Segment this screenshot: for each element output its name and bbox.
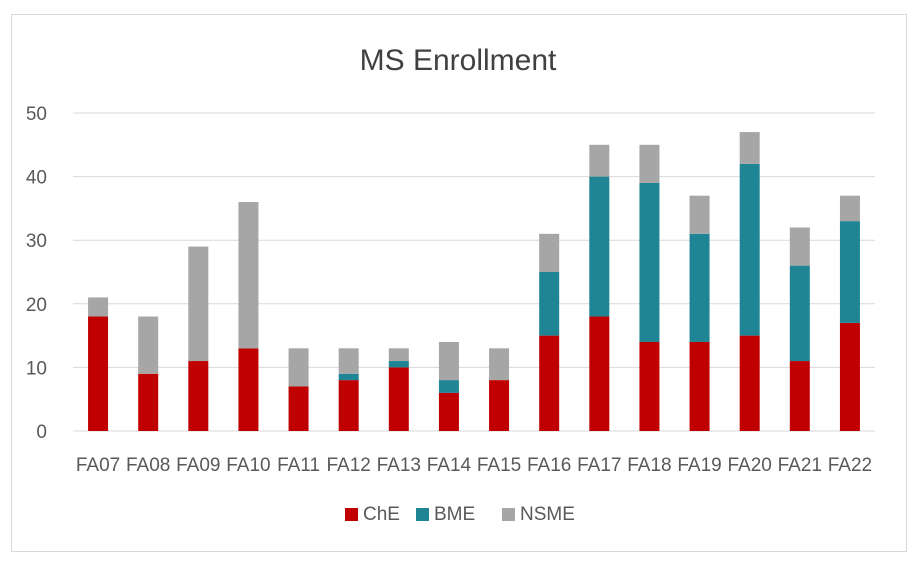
x-tick-label: FA07 [76,455,120,476]
x-tick-label: FA10 [226,455,270,476]
legend-swatch-che [345,508,358,521]
bar-che-fa21 [789,361,810,431]
legend-swatch-nsme [502,508,515,521]
bar-nsme-fa14 [438,341,459,381]
bar-che-fa17 [589,316,610,431]
bar-che-fa16 [539,335,560,431]
x-axis: FA07 FA08 FA09 FA10 FA11 FA12 FA13 FA14 FA15 FA16… [76,455,872,476]
legend: ChE BME NSME [345,504,575,525]
bar-bme-fa20 [739,163,760,336]
x-tick-label: FA17 [577,455,621,476]
x-tick-label: FA12 [327,455,371,476]
y-tick-label: 40 [26,168,47,189]
legend-label-bme: BME [434,504,475,525]
x-tick-label: FA20 [728,455,772,476]
bar-nsme-fa15 [489,348,510,381]
bar-che-fa12 [338,380,359,431]
x-tick-label: FA15 [477,455,521,476]
bar-che-fa09 [188,361,209,431]
x-tick-label: FA16 [527,455,571,476]
bar-che-fa14 [438,392,459,431]
y-tick-label: 30 [26,231,47,252]
bars [88,132,860,431]
x-tick-label: FA08 [126,455,170,476]
bar-che-fa22 [839,322,860,431]
x-tick-label: FA11 [277,455,320,476]
bar-che-fa13 [388,367,409,431]
legend-label-nsme: NSME [520,504,575,525]
x-tick-label: FA19 [677,455,721,476]
bar-nsme-fa12 [338,348,359,374]
bar-bme-fa21 [789,265,810,362]
bar-nsme-fa21 [789,227,810,266]
y-axis: 0 10 20 30 40 50 [26,104,47,443]
bar-bme-fa18 [639,182,660,342]
legend-swatch-bme [416,508,429,521]
x-tick-label: FA22 [828,455,872,476]
bar-bme-fa16 [539,272,560,336]
y-tick-label: 20 [26,295,47,316]
bar-che-fa10 [238,348,259,431]
bar-che-fa11 [288,386,309,431]
bar-nsme-fa19 [689,195,710,234]
bar-che-fa19 [689,341,710,431]
legend-label-che: ChE [363,504,400,525]
bar-nsme-fa07 [88,297,109,317]
bar-che-fa07 [88,316,109,431]
bar-nsme-fa11 [288,348,309,387]
bar-nsme-fa13 [388,348,409,362]
x-tick-label: FA09 [176,455,220,476]
x-tick-label: FA13 [377,455,421,476]
bar-nsme-fa10 [238,202,259,349]
bar-bme-fa19 [689,233,710,342]
bar-bme-fa12 [338,373,359,381]
y-tick-label: 0 [36,422,47,443]
bar-nsme-fa18 [639,144,660,183]
bar-nsme-fa16 [539,233,560,272]
bar-nsme-fa22 [839,195,860,222]
bar-nsme-fa20 [739,132,760,164]
bar-bme-fa14 [438,380,459,393]
chart-title: MS Enrollment [360,44,557,77]
y-tick-label: 50 [26,104,47,125]
y-tick-label: 10 [26,358,47,379]
x-tick-label: FA21 [778,455,822,476]
bar-nsme-fa17 [589,144,610,177]
x-tick-label: FA18 [627,455,671,476]
bar-nsme-fa08 [138,316,159,374]
bar-bme-fa17 [589,176,610,317]
bar-nsme-fa09 [188,246,209,362]
bar-che-fa20 [739,335,760,431]
bar-che-fa18 [639,341,660,431]
bar-che-fa08 [138,373,159,431]
bar-bme-fa22 [839,221,860,323]
bar-che-fa15 [489,380,510,431]
x-tick-label: FA14 [427,455,472,476]
bar-bme-fa13 [388,361,409,368]
